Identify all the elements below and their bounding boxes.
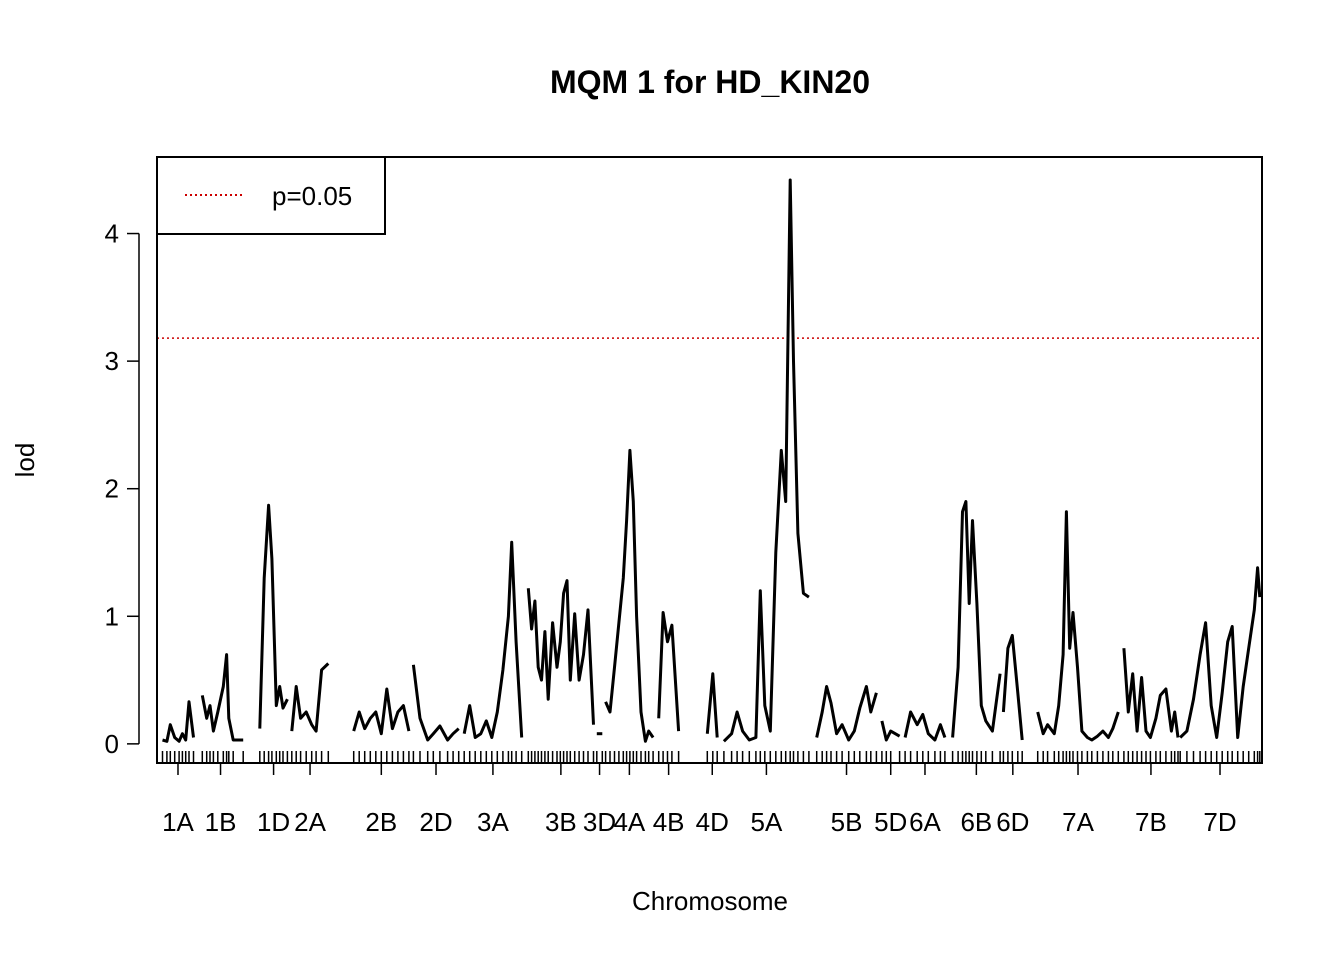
x-tick-label-7D: 7D	[1203, 807, 1236, 837]
x-tick-label-5B: 5B	[831, 807, 863, 837]
lod-series-layer	[162, 178, 1262, 743]
lod-curve-2D	[411, 664, 460, 742]
x-tick-label-2D: 2D	[419, 807, 452, 837]
lod-curve-1D	[258, 503, 289, 729]
lod-curve-2A	[290, 662, 330, 733]
x-tick-label-4A: 4A	[613, 807, 645, 837]
x-tick-label-1A: 1A	[162, 807, 194, 837]
legend: p=0.05	[156, 156, 386, 235]
plot-frame	[156, 156, 1263, 764]
lod-curve-2B	[352, 687, 411, 736]
y-tick-label-1: 1	[105, 601, 119, 631]
lod-curve-7B	[1122, 648, 1180, 739]
lod-curve-7A	[1036, 510, 1120, 742]
lod-curve-3B	[526, 579, 595, 725]
x-tick-label-7A: 7A	[1062, 807, 1094, 837]
lod-curve-4D	[705, 672, 719, 738]
lod-curve-7D	[1179, 566, 1262, 739]
lod-curve-6A	[903, 710, 947, 742]
lod-curve-4A	[604, 448, 655, 743]
y-axis-label: lod	[10, 443, 40, 478]
marker-rug	[161, 751, 1261, 763]
x-tick-label-4D: 4D	[696, 807, 729, 837]
y-tick-label-3: 3	[105, 346, 119, 376]
chart-title: MQM 1 for HD_KIN20	[550, 64, 870, 100]
y-axis: 0 1 2 3 4	[105, 219, 140, 759]
x-axis-label: Chromosome	[632, 886, 788, 916]
x-tick-label-2A: 2A	[294, 807, 326, 837]
x-tick-label-7B: 7B	[1135, 807, 1167, 837]
x-tick-label-6A: 6A	[909, 807, 941, 837]
lod-curve-1A	[162, 700, 195, 743]
lod-curve-5A	[722, 178, 810, 743]
y-tick-label-2: 2	[105, 474, 119, 504]
lod-curve-5D	[880, 720, 901, 742]
x-tick-label-1D: 1D	[257, 807, 290, 837]
lod-curve-6D	[1001, 633, 1024, 741]
x-tick-label-5A: 5A	[751, 807, 783, 837]
lod-curve-6B	[951, 500, 1002, 738]
x-tick-label-3A: 3A	[477, 807, 509, 837]
x-tick-label-6B: 6B	[960, 807, 992, 837]
legend-label-threshold: p=0.05	[272, 181, 352, 211]
lod-curve-5B	[815, 685, 878, 742]
lod-curve-3A	[462, 540, 524, 739]
x-tick-label-2B: 2B	[365, 807, 397, 837]
x-tick-label-1B: 1B	[205, 807, 237, 837]
y-tick-label-4: 4	[105, 219, 119, 249]
lod-curve-1B	[200, 653, 244, 742]
x-tick-label-5D: 5D	[874, 807, 907, 837]
y-tick-label-0: 0	[105, 729, 119, 759]
lod-curve-4B	[657, 611, 681, 732]
x-tick-label-3B: 3B	[545, 807, 577, 837]
x-tick-label-6D: 6D	[996, 807, 1029, 837]
x-tick-label-3D: 3D	[583, 807, 616, 837]
x-tick-label-4B: 4B	[653, 807, 685, 837]
